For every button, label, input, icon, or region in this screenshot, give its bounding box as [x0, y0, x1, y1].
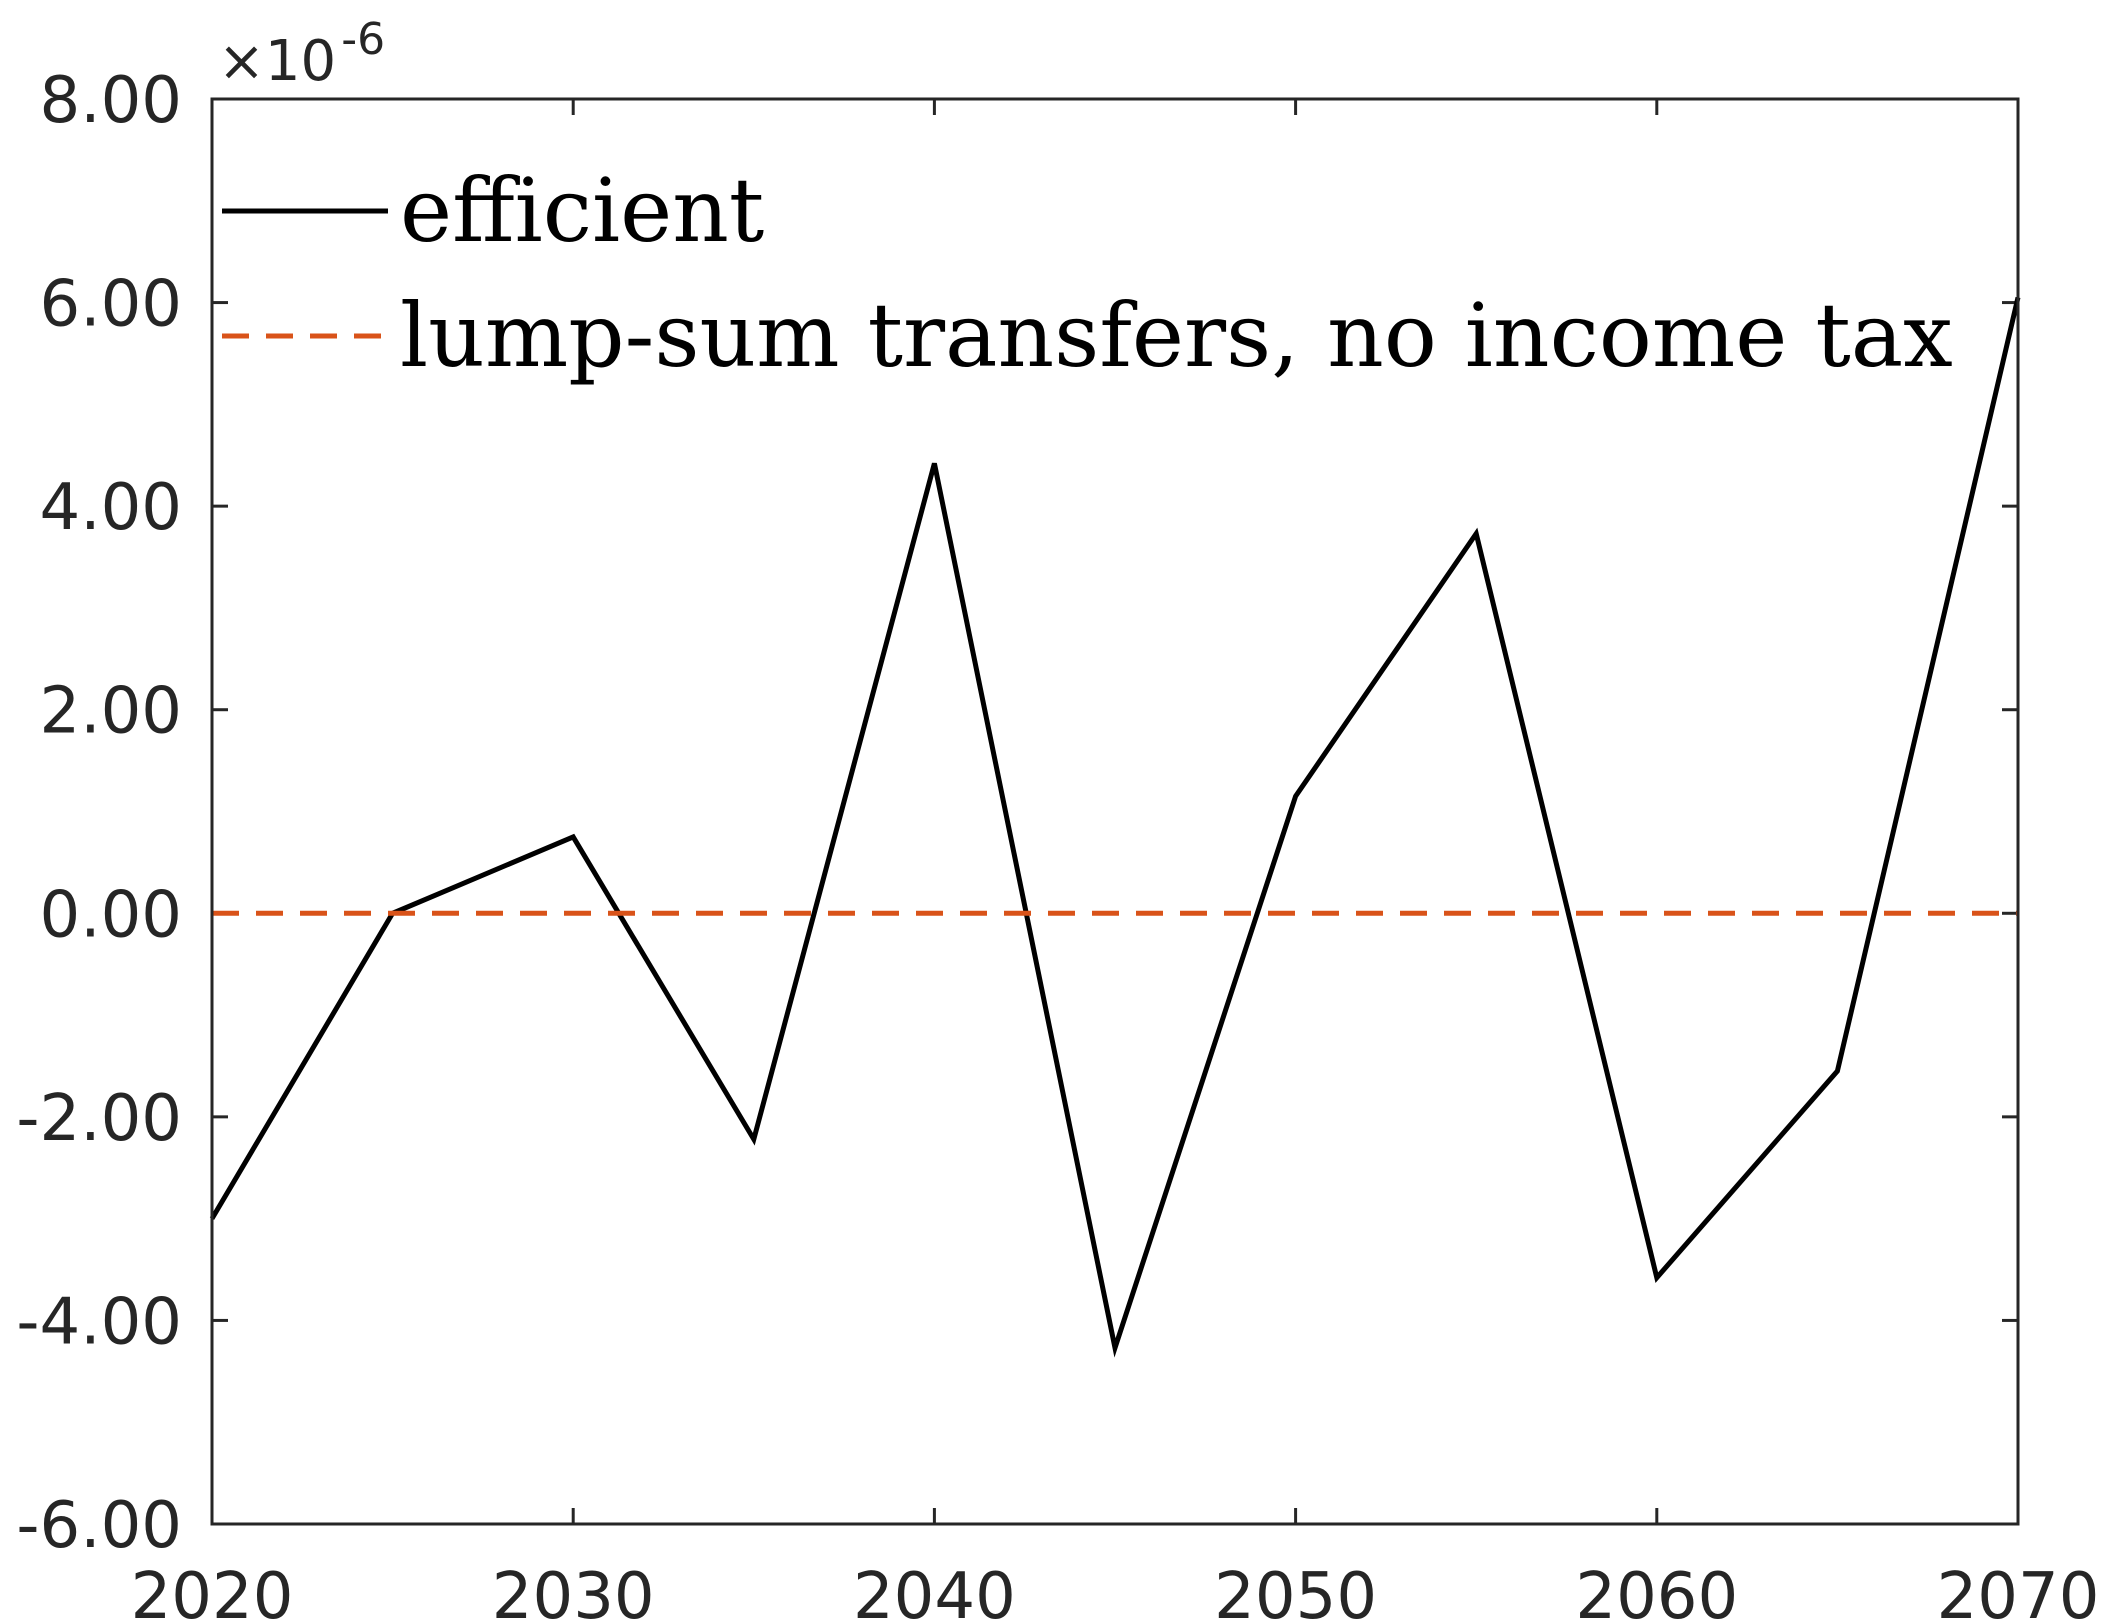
x-tick-label: 2030 [492, 1560, 655, 1622]
series-line [209, 296, 2021, 1358]
y-tick-label: -6.00 [16, 1489, 182, 1563]
series-group [209, 296, 2021, 1358]
y-tick-label: 2.00 [40, 675, 183, 749]
legend-label: lump-sum transfers, no income tax [400, 284, 1953, 387]
legend-label: efficient [400, 159, 764, 262]
y-tick-label: -4.00 [16, 1285, 182, 1359]
exponent-power: -6 [341, 14, 385, 65]
y-tick-label: -2.00 [16, 1082, 182, 1156]
y-exponent-label: ×10 -6 [218, 14, 385, 94]
x-tick-label: 2070 [1937, 1560, 2100, 1622]
plot-area [212, 99, 2018, 1524]
exponent-base: ×10 [218, 29, 336, 94]
x-tick-label: 2020 [131, 1560, 294, 1622]
y-tick-label: 0.00 [40, 878, 183, 952]
x-tick-label: 2050 [1214, 1560, 1377, 1622]
y-tick-label: 8.00 [40, 64, 183, 138]
y-tick-label: 6.00 [40, 268, 183, 342]
y-tick-label: 4.00 [40, 471, 183, 545]
x-tick-label: 2060 [1575, 1560, 1738, 1622]
x-tick-label: 2040 [853, 1560, 1016, 1622]
legend: efficient lump-sum transfers, no income t… [222, 159, 1953, 387]
tick-labels: 2020 2030 2040 2050 2060 2070 -6.00 -4.00 -2.00 0… [16, 64, 2099, 1622]
axes-box [210, 97, 2020, 1526]
